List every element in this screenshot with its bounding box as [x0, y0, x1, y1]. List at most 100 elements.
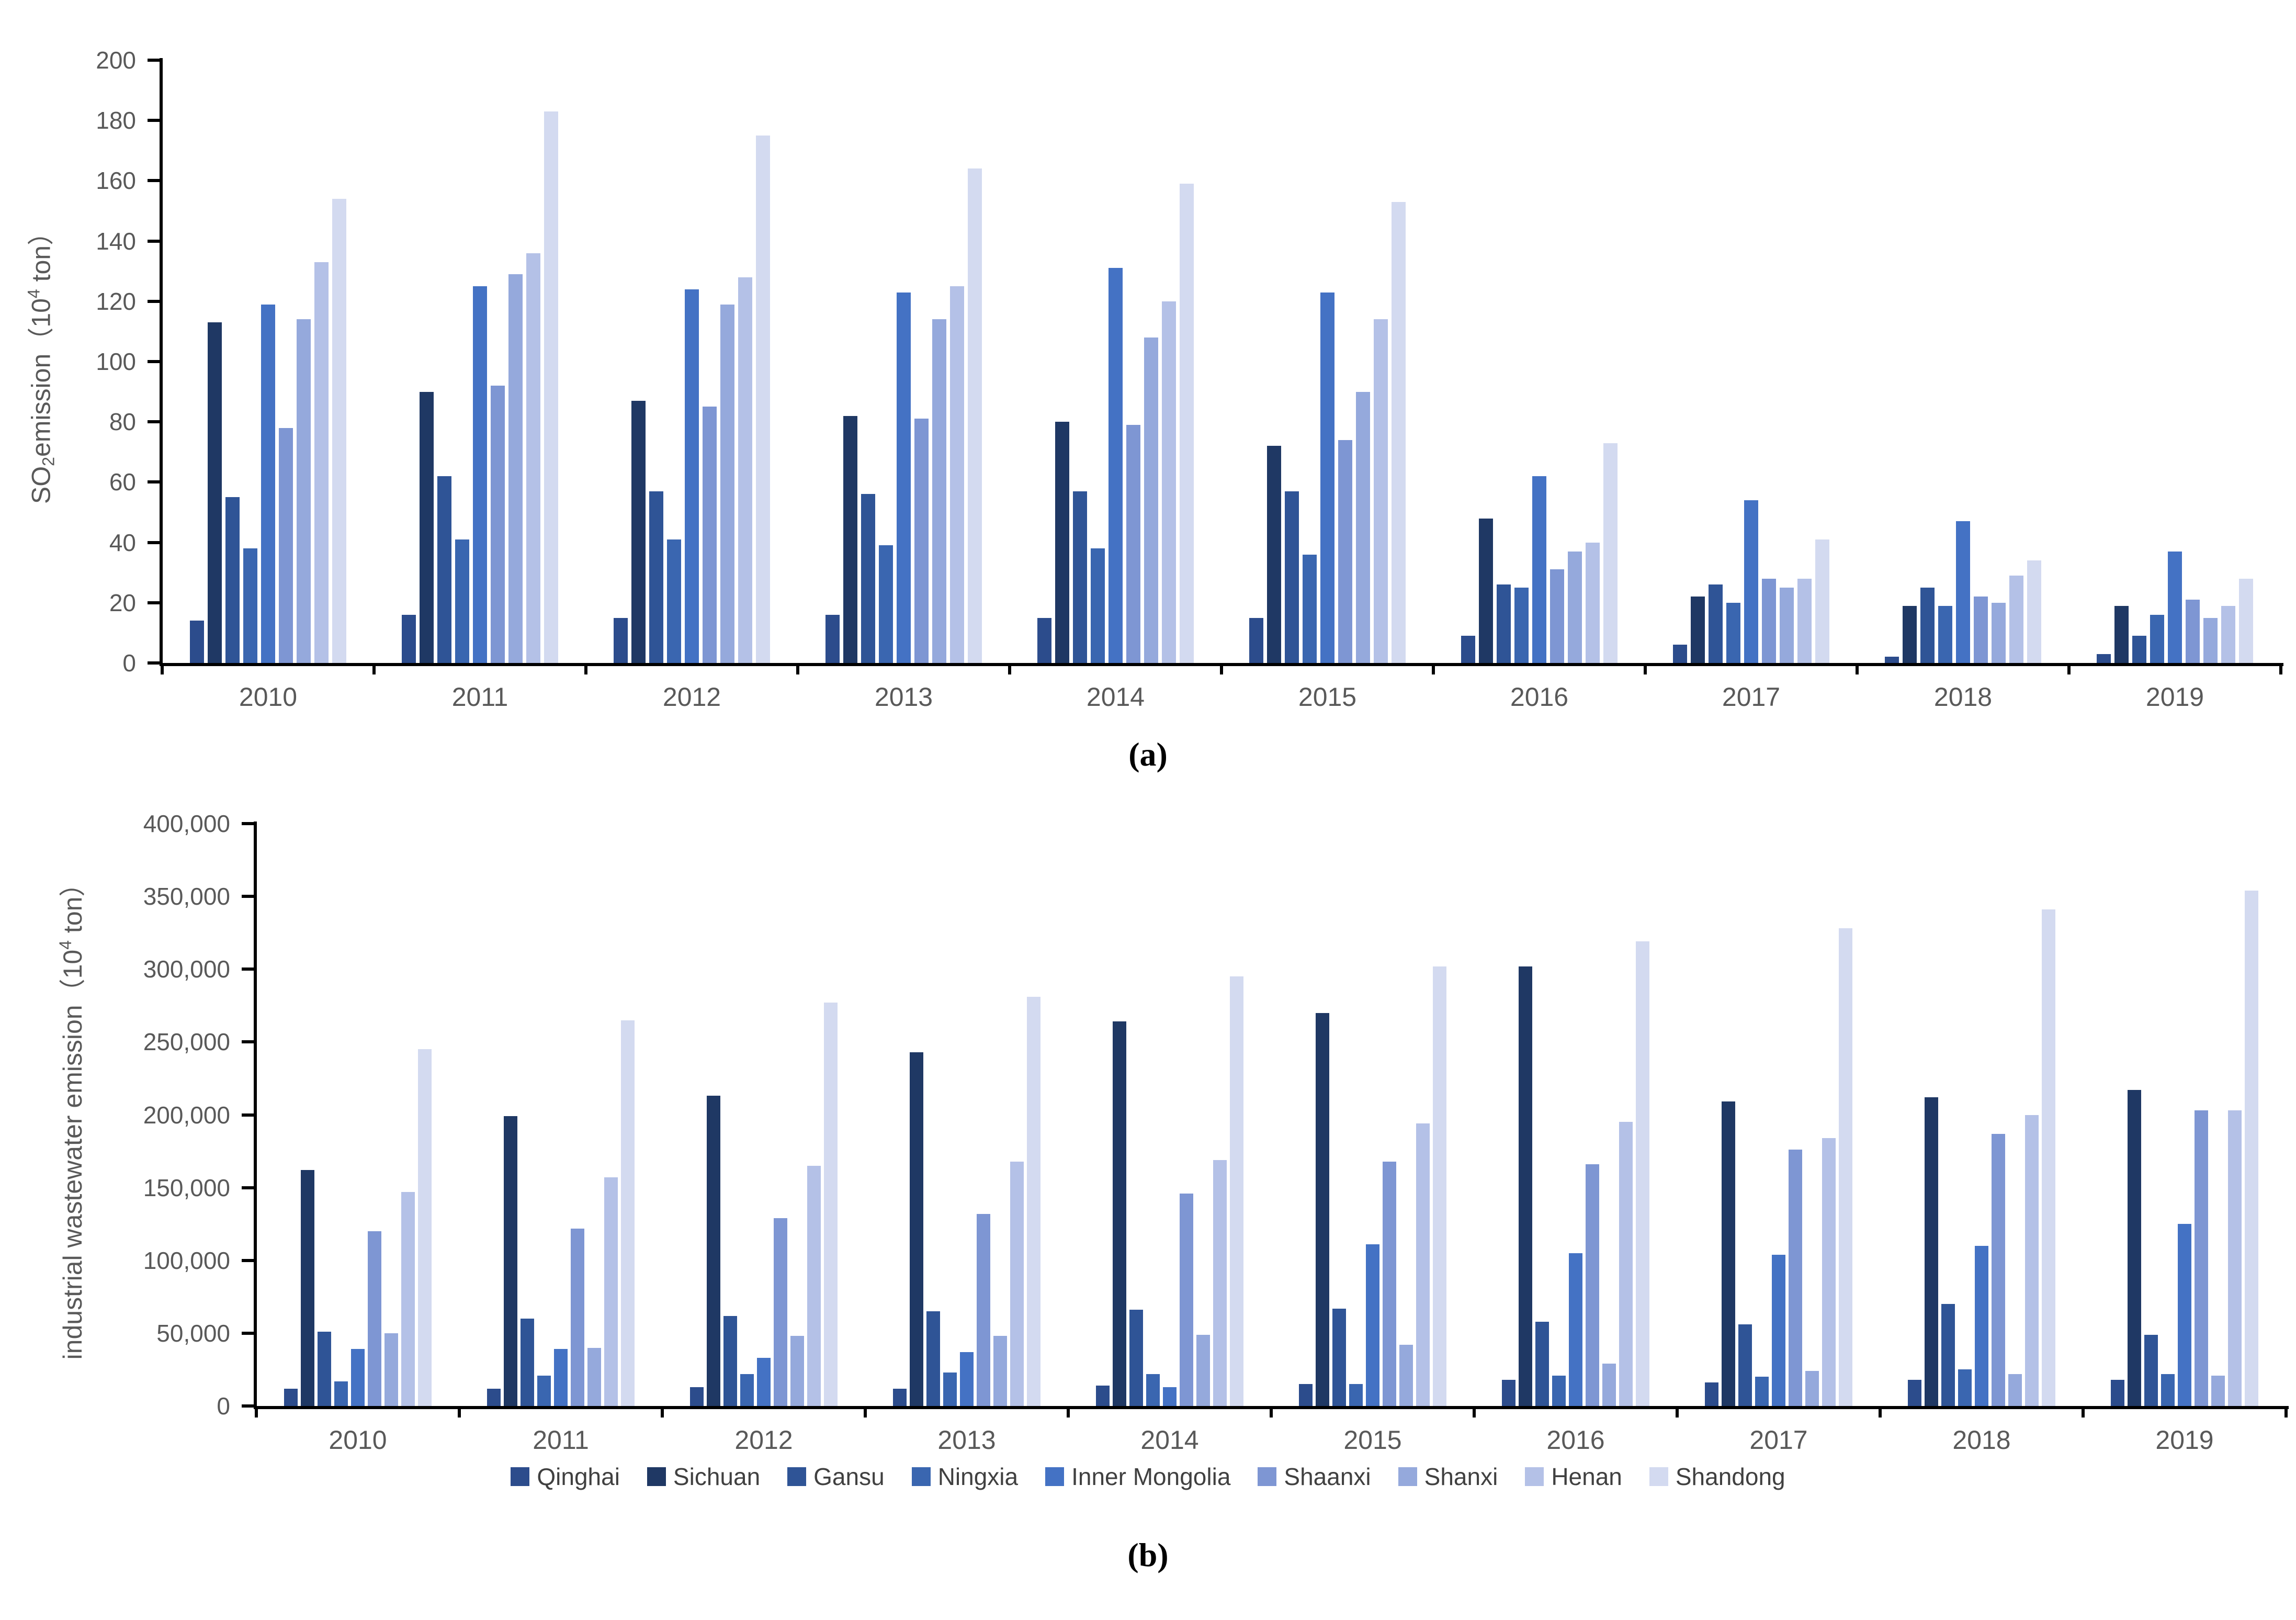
bar-shaanxi-2011 — [571, 1228, 584, 1406]
bar-henan-2016 — [1619, 1122, 1633, 1406]
legend-swatch-icon — [511, 1467, 530, 1486]
bar-gansu-2012 — [649, 491, 663, 663]
x-tick-mark — [1220, 663, 1223, 674]
bar-shaanxi-2015 — [1383, 1161, 1396, 1406]
bar-qinghai-2014 — [1037, 617, 1051, 663]
year-group-2015 — [1271, 824, 1474, 1406]
bar-sichuan-2019 — [2114, 605, 2129, 663]
y-tick-label: 200 — [96, 47, 136, 74]
x-tick-mark — [584, 663, 587, 674]
bar-inner-mongolia-2013 — [960, 1352, 974, 1406]
y-tick-mark — [148, 299, 160, 303]
bar-sichuan-2010 — [301, 1170, 314, 1406]
bar-shanxi-2010 — [297, 319, 311, 663]
bar-shandong-2010 — [418, 1049, 432, 1406]
year-group-2015 — [1221, 60, 1433, 663]
bar-qinghai-2015 — [1249, 617, 1263, 663]
bar-gansu-2011 — [437, 476, 451, 663]
y-tick-mark — [242, 895, 254, 898]
bar-sichuan-2011 — [420, 391, 434, 663]
bar-sichuan-2019 — [2128, 1090, 2141, 1406]
bar-shandong-2017 — [1839, 928, 1852, 1406]
bar-sichuan-2014 — [1055, 422, 1069, 663]
x-axis-label-2019: 2019 — [2155, 1425, 2214, 1455]
bar-henan-2013 — [950, 286, 964, 663]
bar-shandong-2012 — [824, 1003, 838, 1406]
x-axis-label-2011: 2011 — [451, 682, 508, 712]
y-tick-mark — [242, 822, 254, 825]
legend-label: Inner Mongolia — [1071, 1463, 1231, 1490]
bar-ningxia-2013 — [879, 545, 893, 663]
x-tick-mark — [1473, 1406, 1476, 1418]
bar-sichuan-2015 — [1267, 446, 1281, 663]
bar-qinghai-2012 — [690, 1387, 704, 1406]
y-tick-label: 120 — [96, 287, 136, 315]
legend-label: Qinghai — [537, 1463, 620, 1490]
legend-label: Gansu — [813, 1463, 885, 1490]
x-axis-label-2010: 2010 — [239, 682, 298, 712]
bar-henan-2019 — [2221, 605, 2235, 663]
bar-ningxia-2018 — [1958, 1369, 1972, 1406]
bar-ningxia-2019 — [2150, 614, 2164, 663]
bar-inner-mongolia-2011 — [473, 286, 487, 663]
bar-qinghai-2019 — [2111, 1379, 2124, 1406]
y-tick-mark — [148, 601, 160, 604]
y-tick-mark — [242, 1186, 254, 1189]
year-group-2013 — [798, 60, 1010, 663]
legend-item-qinghai: Qinghai — [511, 1463, 620, 1491]
bar-henan-2015 — [1416, 1123, 1430, 1406]
bar-ningxia-2015 — [1349, 1384, 1363, 1406]
legend-label: Sichuan — [673, 1463, 761, 1490]
x-axis-label-2012: 2012 — [662, 682, 721, 712]
bar-sichuan-2015 — [1316, 1013, 1329, 1406]
bar-gansu-2011 — [521, 1319, 534, 1406]
y-tick-mark — [148, 661, 160, 665]
chart-a-caption: (a) — [1128, 736, 1168, 773]
bar-ningxia-2012 — [667, 539, 681, 663]
bar-shanxi-2015 — [1399, 1345, 1413, 1406]
bar-inner-mongolia-2018 — [1975, 1245, 1988, 1406]
x-tick-mark — [372, 663, 376, 674]
bar-ningxia-2015 — [1303, 554, 1317, 663]
x-axis-label-2014: 2014 — [1140, 1425, 1199, 1455]
bar-sichuan-2013 — [910, 1052, 923, 1406]
bar-gansu-2013 — [861, 494, 875, 663]
legend-swatch-icon — [1258, 1467, 1277, 1486]
bar-henan-2010 — [401, 1191, 415, 1406]
bar-shaanxi-2017 — [1762, 578, 1776, 663]
x-tick-mark — [1676, 1406, 1679, 1418]
y-tick-mark — [148, 420, 160, 424]
bar-shandong-2016 — [1636, 941, 1649, 1406]
legend-swatch-icon — [1525, 1467, 1544, 1486]
bar-qinghai-2013 — [893, 1388, 907, 1406]
y-tick-mark — [148, 541, 160, 544]
y-tick-label: 0 — [122, 649, 136, 677]
chart-b-y-axis-title: industrial wastewater emission（104 ton） — [52, 870, 89, 1359]
bar-shaanxi-2019 — [2195, 1110, 2208, 1406]
y-tick-label: 350,000 — [143, 883, 230, 910]
bar-shandong-2018 — [2042, 909, 2055, 1406]
chart-b-y-axis — [254, 822, 257, 1409]
bar-shanxi-2018 — [2008, 1374, 2022, 1406]
bar-inner-mongolia-2012 — [757, 1358, 771, 1406]
legend-label: Shanxi — [1424, 1463, 1498, 1490]
x-axis-label-2014: 2014 — [1086, 682, 1145, 712]
x-axis-label-2018: 2018 — [1952, 1425, 2011, 1455]
bar-ningxia-2010 — [334, 1381, 348, 1406]
x-axis-label-2019: 2019 — [2145, 682, 2204, 712]
bar-gansu-2017 — [1738, 1324, 1752, 1406]
y-tick-label: 60 — [109, 468, 136, 496]
bar-ningxia-2011 — [455, 539, 469, 663]
x-tick-mark — [161, 663, 164, 674]
bar-gansu-2016 — [1497, 584, 1511, 663]
bar-shanxi-2014 — [1144, 337, 1158, 663]
bar-henan-2011 — [604, 1177, 618, 1406]
legend-label: Henan — [1551, 1463, 1622, 1490]
chart-legend: Qinghai Sichuan Gansu Ningxia Inner Mongolia… — [0, 1463, 2296, 1491]
bar-ningxia-2016 — [1514, 588, 1529, 663]
x-axis-label-2013: 2013 — [874, 682, 933, 712]
legend-item-inner-mongolia: Inner Mongolia — [1045, 1463, 1230, 1491]
bar-gansu-2010 — [225, 497, 240, 663]
year-group-2012 — [586, 60, 798, 663]
bar-inner-mongolia-2014 — [1163, 1387, 1177, 1406]
